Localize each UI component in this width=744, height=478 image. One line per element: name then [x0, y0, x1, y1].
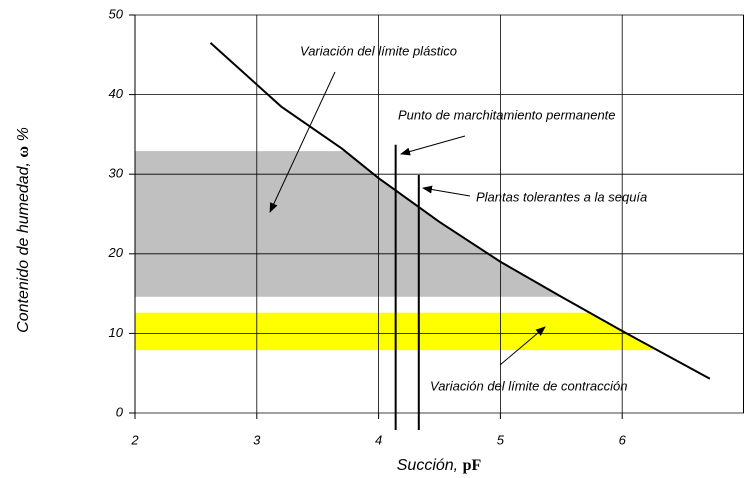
x-axis-label: Succión, pF: [397, 457, 482, 475]
y-tick-label: 0: [116, 404, 124, 419]
band: [135, 312, 744, 351]
y-tick-label: 10: [109, 325, 124, 340]
arrow: [269, 71, 336, 213]
x-tick-label: 2: [130, 432, 139, 447]
bands: [135, 151, 744, 351]
annotation: Variación del límite de contracción: [430, 378, 628, 393]
y-tick-label: 40: [109, 86, 124, 101]
arrow: [422, 185, 471, 197]
y-tick-label: 50: [109, 6, 124, 21]
line: [209, 42, 711, 380]
annotation: Plantas tolerantes a la sequía: [476, 189, 647, 204]
band: [135, 151, 744, 297]
annotation: Variación del límite plástico: [300, 43, 457, 58]
y-tick-label: 30: [109, 166, 124, 181]
grid: [134, 14, 744, 414]
x-tick-label: 3: [253, 432, 261, 447]
x-tick-label: 4: [375, 432, 382, 447]
annotation: Punto de marchitamiento permanente: [398, 107, 616, 122]
y-tick-label: 20: [108, 245, 124, 260]
y-axis-label: Contenido de humedad, ω %: [15, 127, 33, 333]
arrow: [400, 135, 466, 156]
x-tick-label: 5: [497, 432, 505, 447]
arrow: [499, 326, 546, 366]
x-tick-label: 6: [619, 432, 627, 447]
